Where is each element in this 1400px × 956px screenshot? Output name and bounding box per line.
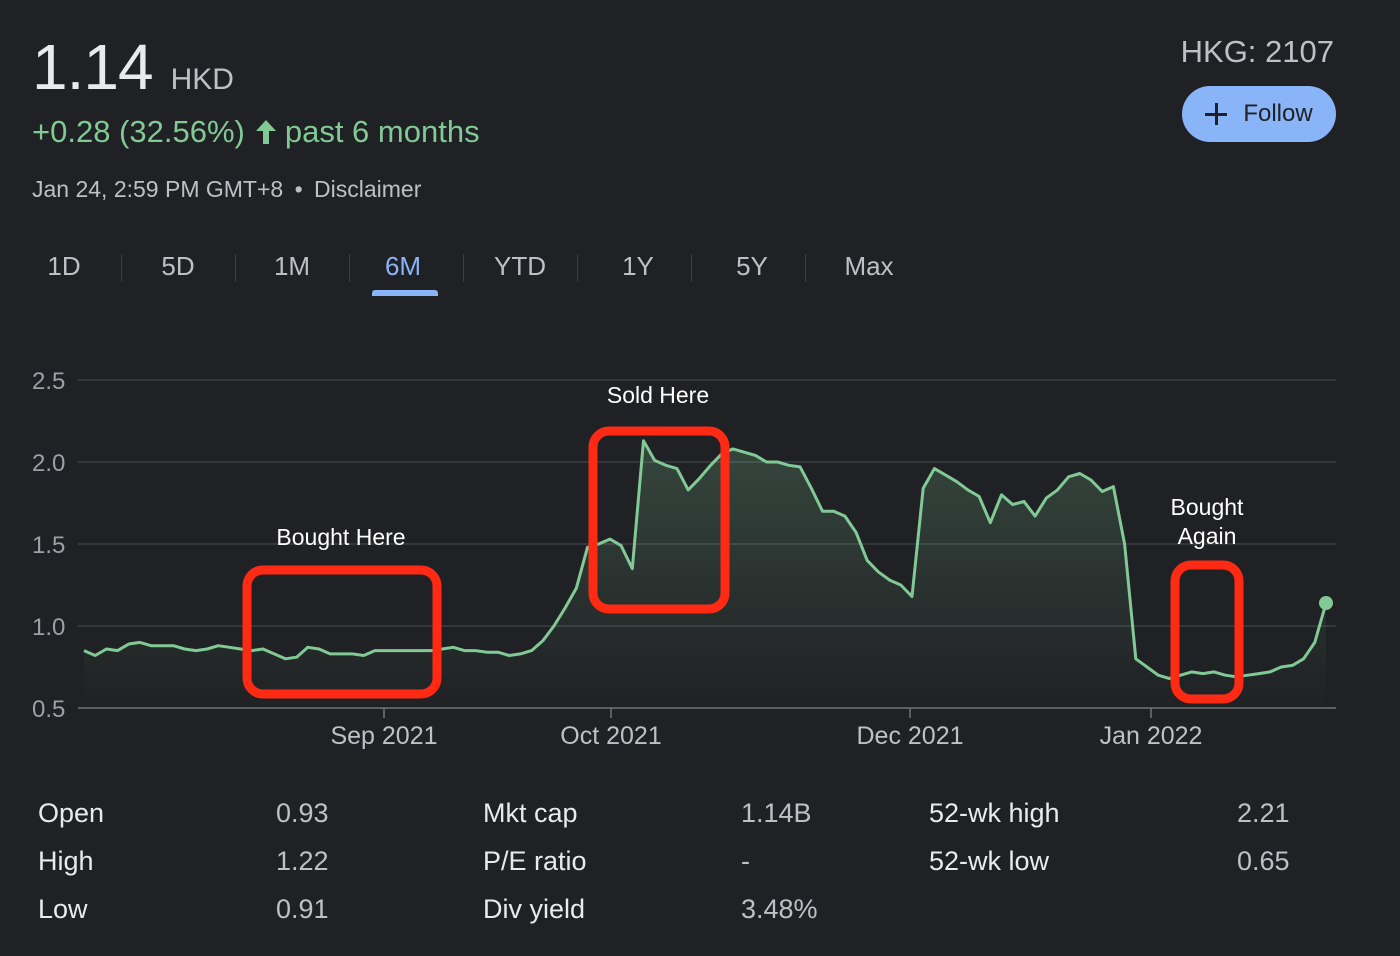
stat-label-high: High bbox=[38, 846, 94, 876]
x-tick-label: Jan 2022 bbox=[1100, 722, 1203, 750]
tab-divider bbox=[349, 254, 350, 282]
tab-1d[interactable]: 1D bbox=[7, 238, 121, 298]
stat-value-52wk-high: 2.21 bbox=[1237, 798, 1290, 828]
stat-label-52wk-low: 52-wk low bbox=[929, 846, 1050, 876]
stat-label-mkt-cap: Mkt cap bbox=[483, 798, 578, 828]
y-tick-label: 2.0 bbox=[32, 450, 65, 477]
x-tick-label: Oct 2021 bbox=[560, 722, 661, 750]
tab-divider bbox=[235, 254, 236, 282]
tab-divider bbox=[805, 254, 806, 282]
sold-here-label: Sold Here bbox=[607, 382, 709, 408]
quote-timestamp: Jan 24, 2:59 PM GMT+8 bbox=[32, 176, 284, 202]
current-price-dot bbox=[1319, 596, 1333, 611]
tab-label: YTD bbox=[494, 251, 546, 281]
bought-again-box bbox=[1170, 560, 1244, 704]
tab-ytd[interactable]: YTD bbox=[463, 238, 577, 298]
y-tick-label: 1.5 bbox=[32, 532, 65, 559]
x-tick-label: Dec 2021 bbox=[856, 722, 963, 750]
bought-here-label: Bought Here bbox=[276, 524, 405, 550]
follow-button[interactable]: Follow bbox=[1182, 86, 1336, 142]
bought-here-box bbox=[242, 565, 442, 699]
stat-value-mkt-cap: 1.14B bbox=[741, 798, 812, 828]
stat-value-div-yield: 3.48% bbox=[741, 894, 818, 924]
price-chart[interactable]: 2.5 2.0 1.5 1.0 0.5 Sep 2021 Oct 2021 Dec 2021 J… bbox=[0, 0, 1400, 780]
tab-label: 1M bbox=[273, 251, 311, 281]
bought-again-label: Bought bbox=[1171, 494, 1245, 520]
y-tick-label: 0.5 bbox=[32, 696, 65, 723]
active-tab-indicator bbox=[372, 290, 438, 296]
meta-separator: • bbox=[294, 176, 303, 202]
tab-divider bbox=[691, 254, 692, 282]
stat-value-low: 0.91 bbox=[276, 894, 329, 924]
stat-label-div-yield: Div yield bbox=[483, 894, 586, 924]
tab-label: 5D bbox=[161, 251, 195, 281]
price-row: 1.14 HKD bbox=[32, 30, 234, 104]
tab-divider bbox=[577, 254, 578, 282]
tab-divider bbox=[463, 254, 464, 282]
change-value: +0.28 (32.56%) bbox=[32, 114, 245, 149]
tab-1y[interactable]: 1Y bbox=[581, 238, 695, 298]
current-price: 1.14 bbox=[32, 31, 154, 103]
tab-1m[interactable]: 1M bbox=[235, 238, 349, 298]
stat-value-52wk-low: 0.65 bbox=[1237, 846, 1290, 876]
disclaimer-link[interactable]: Disclaimer bbox=[314, 176, 422, 202]
tab-6m[interactable]: 6M bbox=[346, 238, 460, 298]
currency-label: HKD bbox=[170, 63, 234, 96]
quote-meta: Jan 24, 2:59 PM GMT+8 • Disclaimer bbox=[32, 176, 421, 203]
change-period: past 6 months bbox=[284, 114, 480, 149]
y-tick-label: 1.0 bbox=[32, 614, 65, 641]
tab-max[interactable]: Max bbox=[812, 238, 926, 298]
tab-label: Max bbox=[844, 251, 894, 281]
stat-label-pe-ratio: P/E ratio bbox=[483, 846, 587, 876]
tab-label: 1Y bbox=[622, 251, 654, 281]
price-change: +0.28 (32.56%) past 6 months bbox=[32, 114, 480, 150]
stat-value-high: 1.22 bbox=[276, 846, 329, 876]
price-area bbox=[84, 440, 1326, 708]
sold-here-box bbox=[588, 426, 730, 614]
stat-label-open: Open bbox=[38, 798, 105, 828]
tab-label: 6M bbox=[384, 251, 422, 281]
follow-label: Follow bbox=[1243, 100, 1313, 127]
tab-label: 5Y bbox=[736, 251, 768, 281]
tab-divider bbox=[121, 254, 122, 282]
stat-label-52wk-high: 52-wk high bbox=[929, 798, 1060, 828]
x-tick-label: Sep 2021 bbox=[330, 722, 437, 750]
range-tabs: 1D 5D 1M 6M YTD 1Y 5Y Max bbox=[0, 238, 940, 298]
bought-again-label: Again bbox=[1178, 523, 1237, 549]
key-stats: Open 0.93 High 1.22 Low 0.91 Mkt cap 1.1… bbox=[0, 790, 1400, 950]
tab-5d[interactable]: 5D bbox=[121, 238, 235, 298]
tab-5y[interactable]: 5Y bbox=[695, 238, 809, 298]
plus-icon bbox=[1205, 103, 1228, 125]
y-tick-label: 2.5 bbox=[32, 368, 65, 395]
ticker-symbol: HKG: 2107 bbox=[1180, 34, 1334, 69]
stat-value-open: 0.93 bbox=[276, 798, 329, 828]
stat-value-pe-ratio: - bbox=[741, 846, 750, 876]
arrow-up-icon bbox=[255, 120, 276, 144]
stat-label-low: Low bbox=[38, 894, 88, 924]
tab-label: 1D bbox=[47, 251, 81, 281]
price-line bbox=[83, 439, 1328, 680]
